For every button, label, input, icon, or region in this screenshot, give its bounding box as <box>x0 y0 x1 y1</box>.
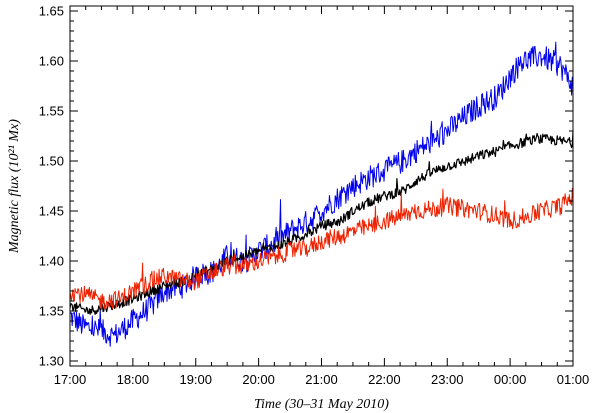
series-layer <box>69 41 574 347</box>
y-axis-title: Magnetic flux (10²¹ Mx) <box>7 119 22 254</box>
x-tick-label: 20:00 <box>242 372 275 387</box>
y-tick-label: 1.50 <box>39 154 64 169</box>
x-tick-label: 21:00 <box>305 372 338 387</box>
x-axis: 17:00 18:00 19:00 20:00 21:00 22:00 23:00 00:00… <box>54 6 590 387</box>
x-tick-label: 22:00 <box>368 372 401 387</box>
y-tick-label: 1.45 <box>39 204 64 219</box>
series-line-3 <box>69 187 574 310</box>
x-tick-label: 23:00 <box>431 372 464 387</box>
x-tick-label: 01:00 <box>557 372 590 387</box>
x-axis-title: Time (30–31 May 2010) <box>254 397 389 412</box>
series-line-1 <box>69 41 574 347</box>
y-tick-label: 1.35 <box>39 304 64 319</box>
y-tick-label: 1.30 <box>39 354 64 369</box>
x-tick-label: 17:00 <box>54 372 87 387</box>
x-tick-label: 18:00 <box>117 372 150 387</box>
y-axis: 1.30 1.35 1.40 1.45 1.50 1.55 1.60 1.65 <box>39 4 573 369</box>
series-line-2 <box>69 131 574 315</box>
y-tick-label: 1.65 <box>39 4 64 19</box>
y-tick-label: 1.55 <box>39 104 64 119</box>
y-tick-label: 1.40 <box>39 254 64 269</box>
x-tick-label: 19:00 <box>179 372 212 387</box>
x-tick-label: 00:00 <box>494 372 527 387</box>
y-tick-label: 1.60 <box>39 54 64 69</box>
